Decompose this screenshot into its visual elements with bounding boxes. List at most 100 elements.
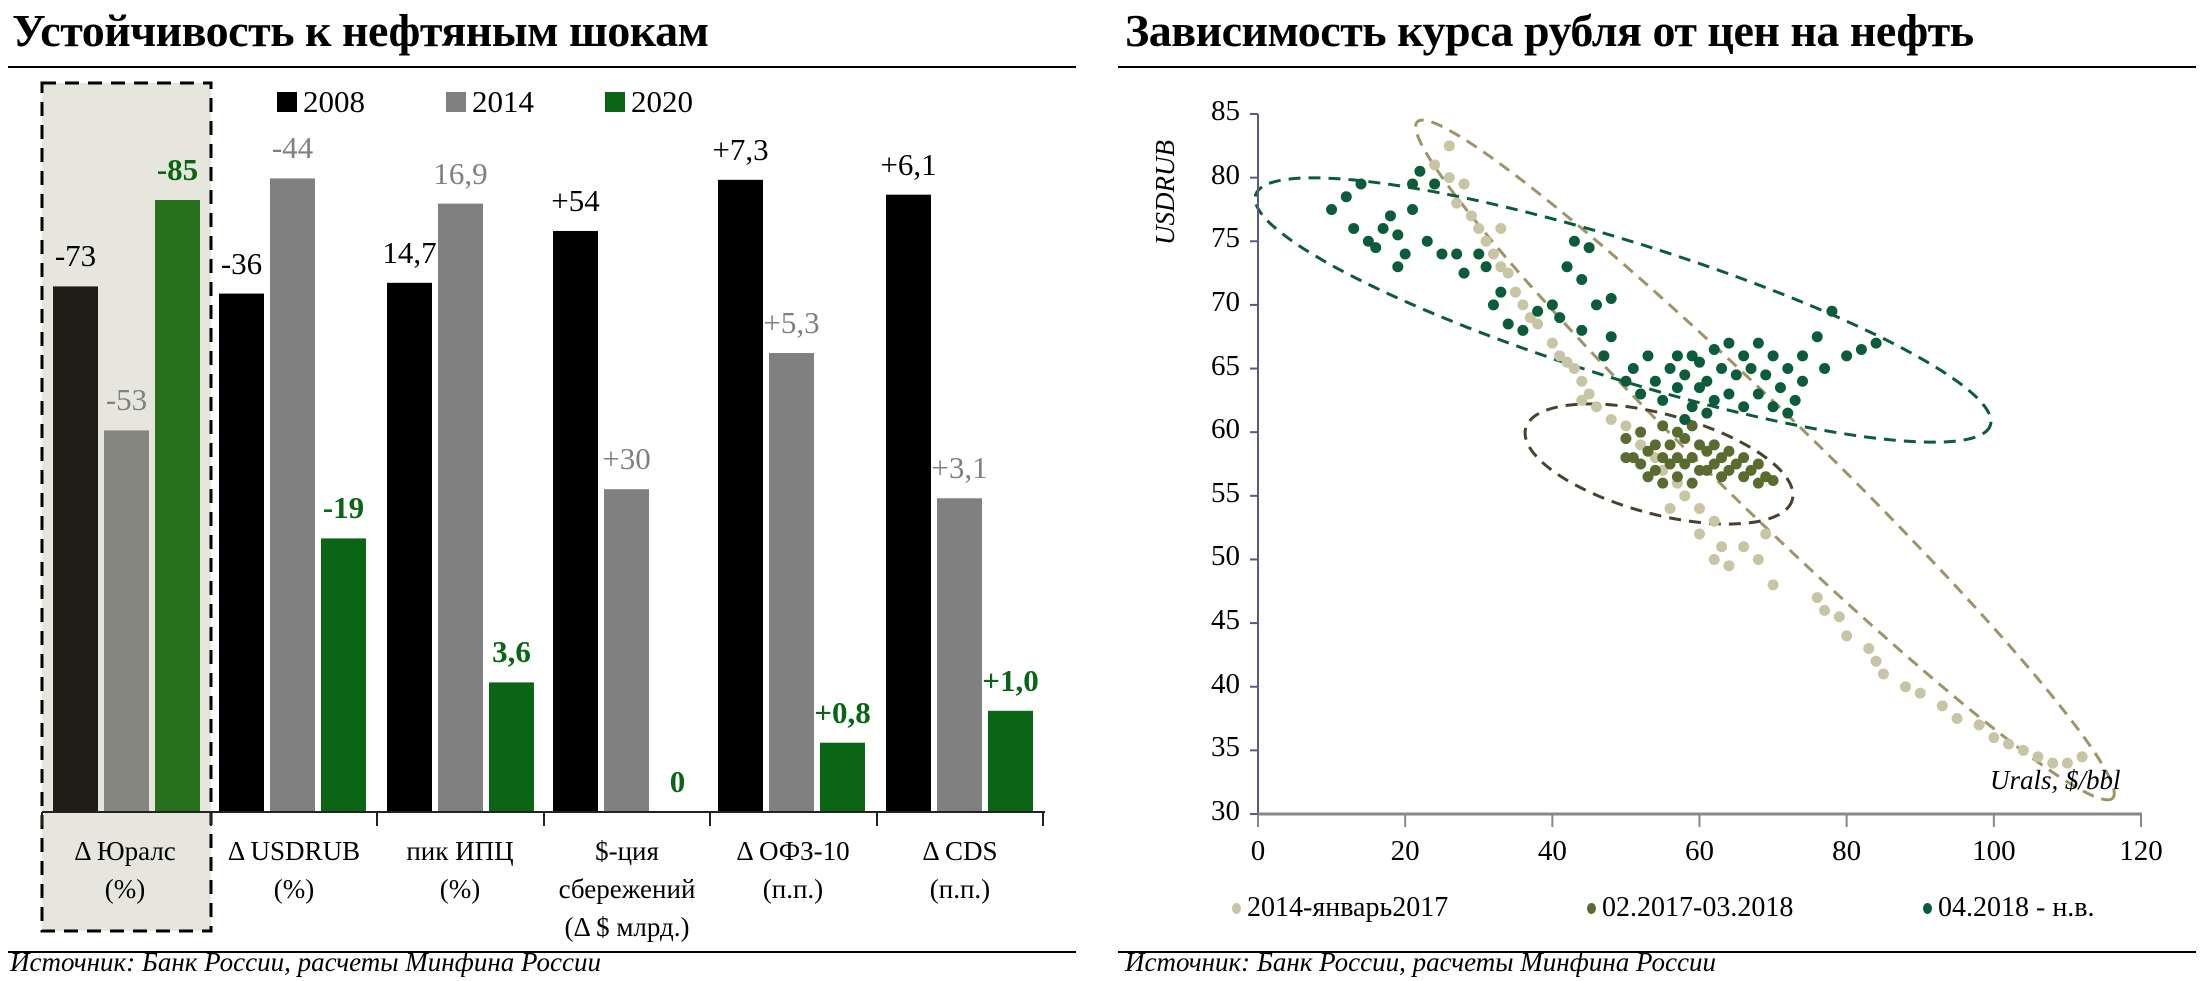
point-series-3 [1708,343,1720,355]
point-series-3 [1723,388,1735,400]
point-series-3 [1708,394,1720,406]
point-series-3 [1752,337,1764,349]
point-series-1 [1863,643,1875,655]
point-series-3 [1767,350,1779,362]
legend-swatch [605,92,625,112]
point-series-2 [1752,477,1764,489]
scatter-legend-item-3: 04.2018 - н.в. [1923,892,2095,924]
point-series-3 [1782,363,1794,375]
point-series-2 [1679,433,1691,445]
point-series-1 [1951,713,1963,725]
point-series-1 [1988,732,2000,744]
point-series-1 [1870,655,1882,667]
point-series-1 [1517,299,1529,311]
point-series-1 [1458,178,1470,190]
y-tick-label: 65 [1211,349,1240,382]
category-label-line: (%) [439,874,481,904]
point-series-1 [1465,210,1477,222]
right-title-rule [1118,66,2196,68]
point-series-3 [1480,261,1492,273]
point-series-1 [1738,541,1750,553]
category-label-line: Δ Юралс [74,836,176,866]
legend-label: 04.2018 - н.в. [1938,892,2095,923]
point-series-1 [1716,541,1728,553]
point-series-2 [1635,458,1647,470]
point-series-2 [1635,426,1647,438]
point-series-1 [1554,350,1566,362]
category-label-line: (п.п.) [929,874,991,904]
point-series-3 [1605,331,1617,343]
point-series-1 [1576,394,1588,406]
bar-2020-0 [155,200,200,812]
legend-label: 2014-январь2017 [1247,892,1449,923]
point-series-3 [1436,248,1448,260]
point-series-2 [1686,477,1698,489]
point-series-3 [1679,369,1691,381]
point-series-1 [1443,172,1455,184]
category-label: пик ИПЦ (%) [377,832,543,908]
point-series-3 [1517,324,1529,336]
value-label: -53 [105,382,148,418]
point-series-1 [1679,490,1691,502]
legend-2020: 2020 [605,84,693,120]
point-series-3 [1789,394,1801,406]
point-series-3 [1738,350,1750,362]
cluster-ellipse [1523,402,1795,526]
bar-2008-3 [553,230,598,812]
point-series-3 [1451,248,1463,260]
point-series-1 [1708,553,1720,565]
point-series-3 [1826,305,1838,317]
y-tick-label: 50 [1211,540,1240,573]
value-label: +1,0 [982,662,1039,698]
point-series-2 [1694,439,1705,451]
point-series-3 [1664,363,1676,375]
point-series-2 [1671,471,1683,483]
value-label: +0,8 [814,694,871,730]
point-series-3 [1730,369,1742,381]
point-series-3 [1745,363,1757,375]
point-series-2 [1620,452,1632,464]
bar-2014-5 [937,498,982,812]
x-tick-label: 80 [1832,835,1862,867]
point-series-1 [1495,223,1507,235]
legend-swatch [446,92,466,112]
point-series-1 [2061,757,2073,769]
x-tick-label: 40 [1537,835,1567,867]
point-series-2 [1657,420,1669,432]
point-series-3 [1642,350,1654,362]
point-series-1 [1524,312,1536,324]
point-series-1 [1819,604,1831,616]
point-series-3 [1598,350,1610,362]
value-label: +7,3 [712,131,769,167]
bar-2014-3 [604,489,649,812]
category-label: Δ USDRUB (%) [211,832,377,908]
point-series-3 [1738,401,1750,413]
point-series-3 [1326,203,1338,215]
point-series-3 [1421,235,1433,247]
legend-label: 02.2017-03.2018 [1602,892,1794,923]
point-series-1 [1487,248,1499,260]
bar-2014-0 [104,430,149,812]
point-series-3 [1701,375,1713,387]
point-series-3 [1797,375,1809,387]
point-series-3 [1657,394,1669,406]
value-label: -44 [271,130,314,166]
point-series-3 [1870,337,1882,349]
category-label-line: Δ USDRUB [227,836,361,866]
point-series-1 [1495,261,1507,273]
point-series-1 [1576,375,1588,387]
legend-dot-icon [1923,902,1932,914]
legend-label: 2020 [631,84,693,119]
point-series-1 [1708,515,1720,527]
point-series-1 [1760,528,1772,540]
point-series-1 [1664,503,1676,515]
point-series-2 [1738,471,1750,483]
category-label-line: сбережений [558,874,696,904]
category-label-line: (%) [273,874,315,904]
point-series-2 [1686,452,1698,464]
point-series-3 [1392,261,1404,273]
point-series-3 [1716,363,1728,375]
value-label: 14,7 [382,234,437,270]
right-source-note: Источник: Банк России, расчеты Минфина Р… [1125,947,1716,977]
point-series-3 [1605,293,1617,305]
